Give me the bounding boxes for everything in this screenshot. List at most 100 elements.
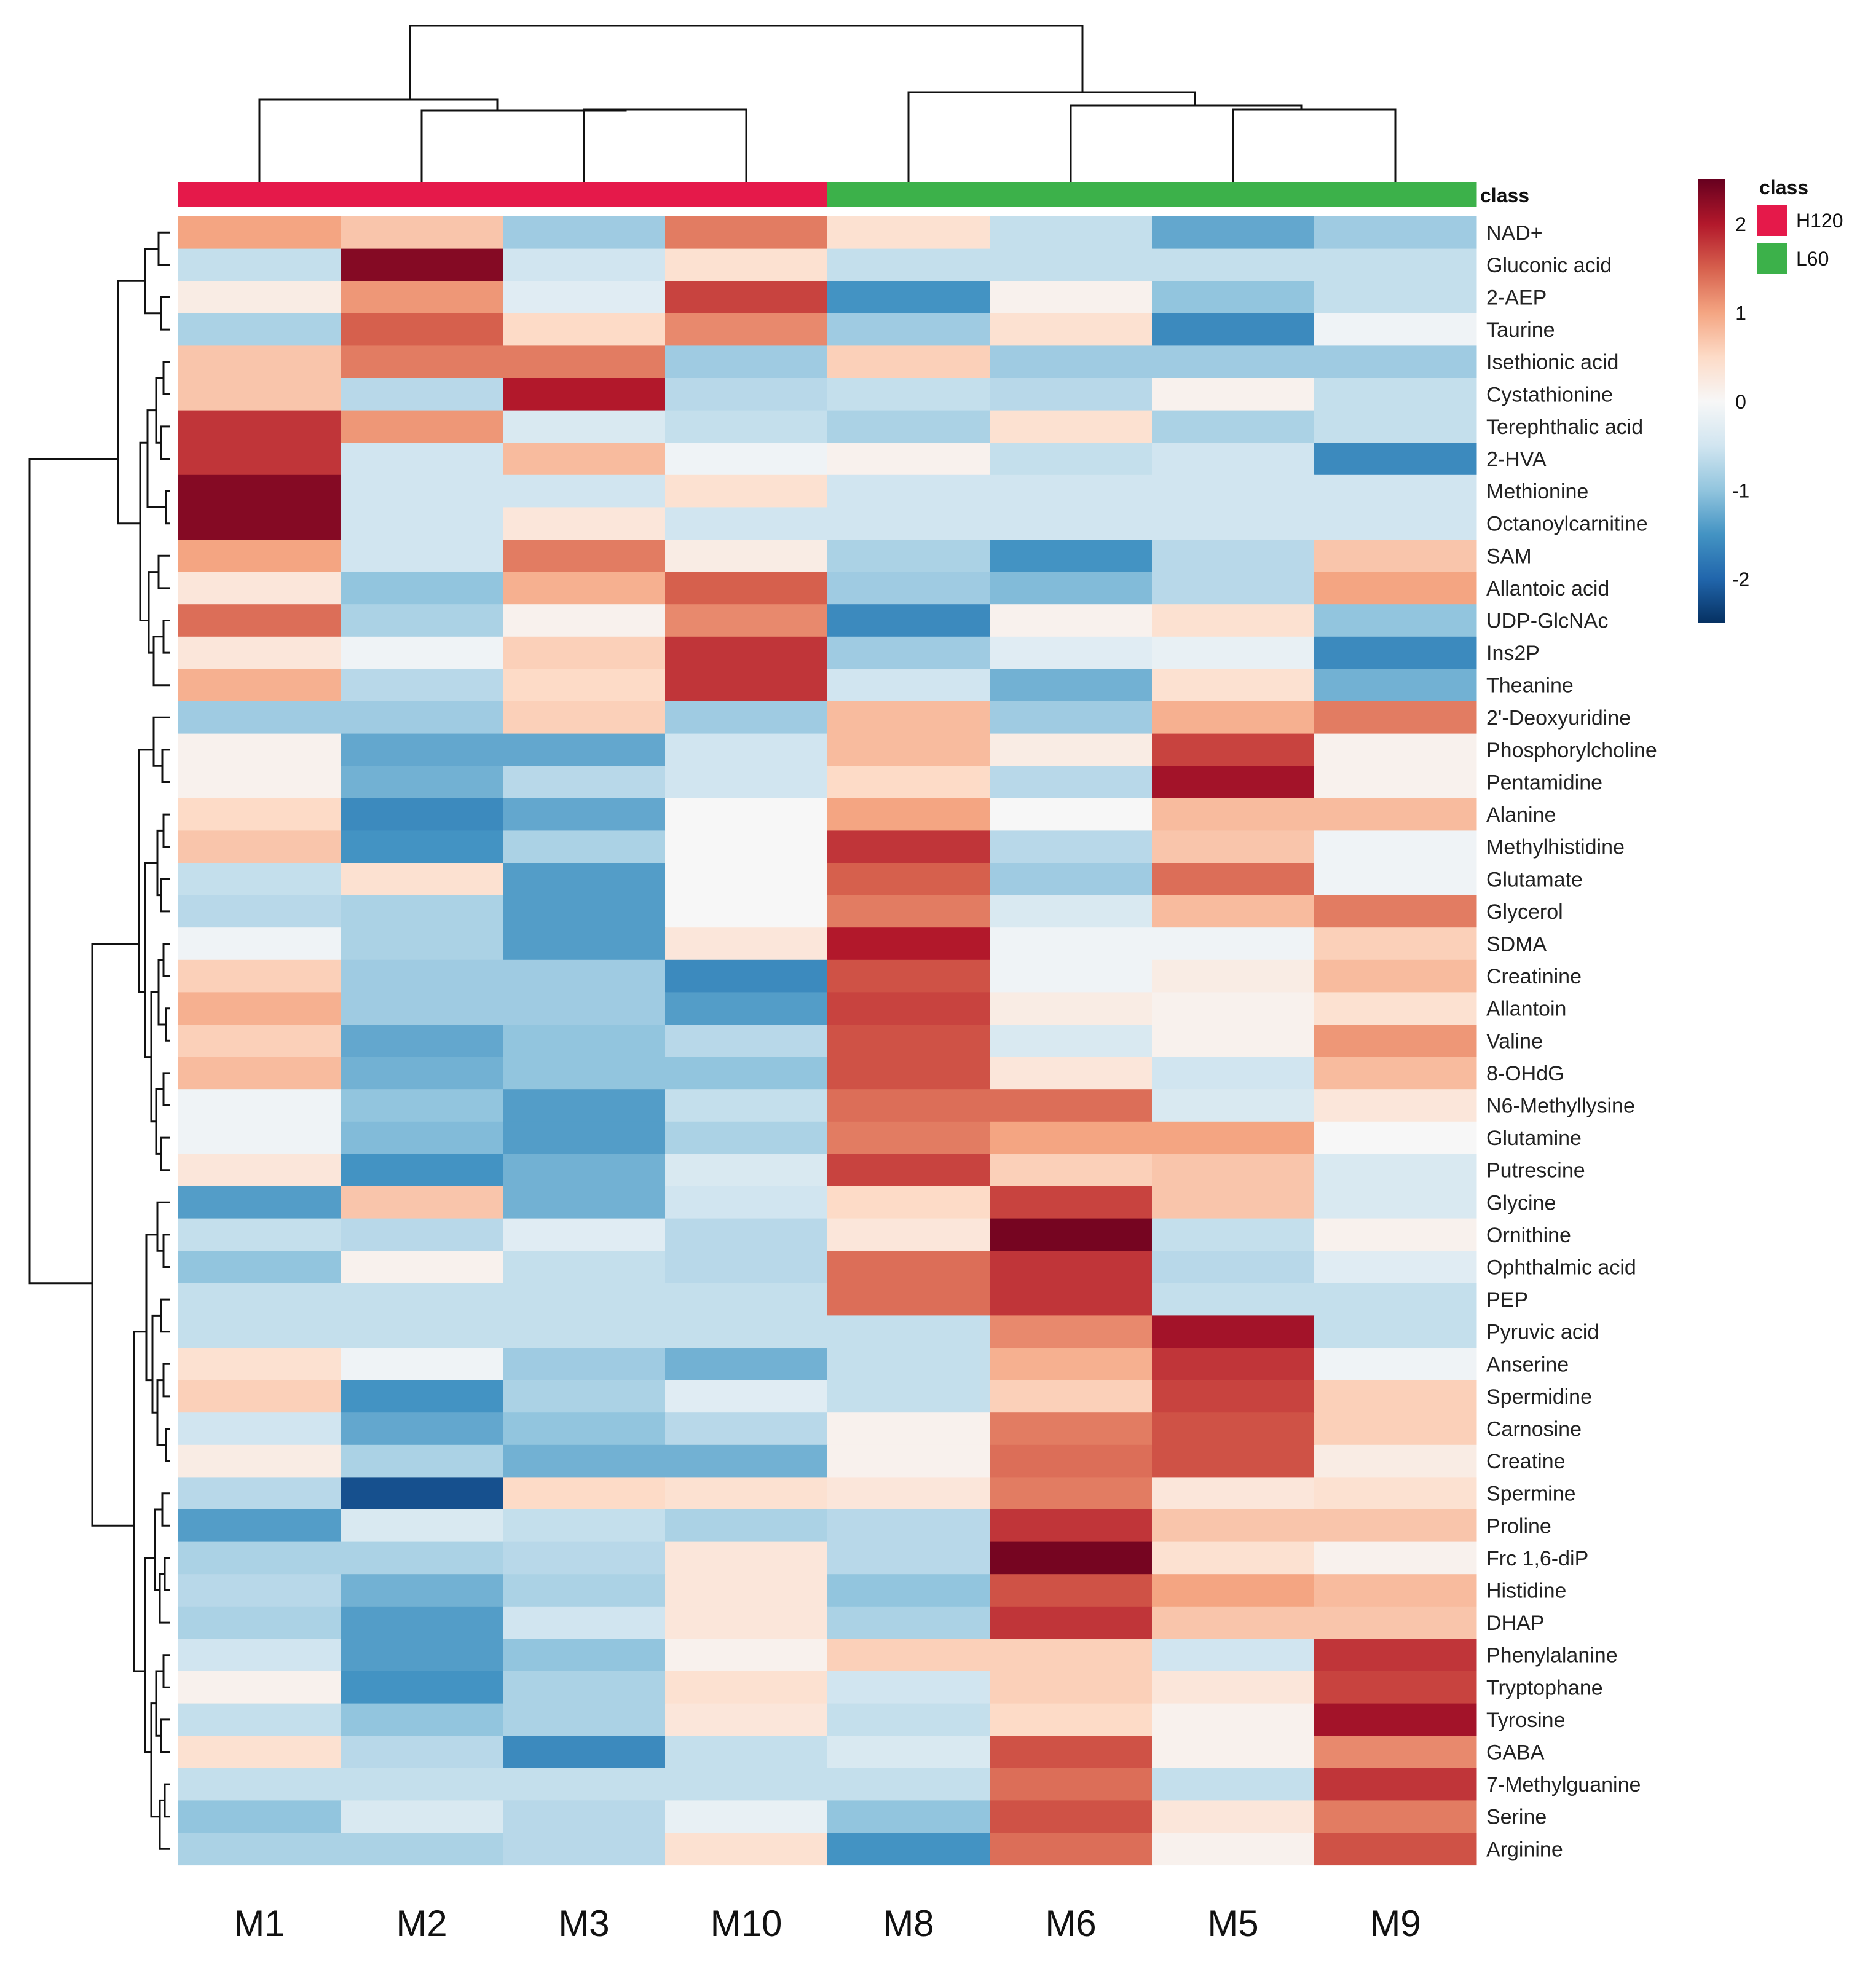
- heatmap-cell: [827, 766, 990, 799]
- class-bar-label: class: [1480, 184, 1529, 207]
- row-label: SDMA: [1486, 933, 1547, 956]
- class-bar-cell: [341, 182, 503, 207]
- heatmap-cell: [990, 798, 1153, 831]
- heatmap-cell: [1152, 927, 1315, 961]
- heatmap-cell: [990, 733, 1153, 766]
- heatmap-cell: [1314, 863, 1477, 896]
- row-label: Glutamine: [1486, 1127, 1582, 1150]
- heatmap-cell: [990, 1671, 1153, 1704]
- heatmap-cell: [665, 1800, 828, 1833]
- heatmap-cell: [1314, 572, 1477, 605]
- heatmap-cell: [1314, 959, 1477, 993]
- heatmap-cell: [341, 1574, 503, 1607]
- heatmap-cell: [1314, 1639, 1477, 1672]
- heatmap-cell: [1314, 1348, 1477, 1381]
- heatmap-cell: [665, 378, 828, 411]
- row-label: Ins2P: [1486, 642, 1540, 665]
- heatmap-cell: [665, 507, 828, 540]
- heatmap-cell: [178, 216, 341, 250]
- heatmap-cell: [827, 1154, 990, 1187]
- heatmap-cell: [503, 216, 666, 250]
- heatmap-cell: [341, 701, 503, 734]
- heatmap-cell: [827, 863, 990, 896]
- heatmap-cell: [341, 927, 503, 961]
- heatmap-cell: [1152, 1541, 1315, 1575]
- heatmap-cell: [1152, 1380, 1315, 1413]
- color-scale-tick: 0: [1735, 391, 1746, 413]
- row-dendrogram-link: [139, 441, 149, 621]
- heatmap-cell: [665, 1251, 828, 1284]
- heatmap-cell: [665, 927, 828, 961]
- heatmap-cell: [990, 1154, 1153, 1187]
- heatmap-cell: [665, 1186, 828, 1219]
- color-scale-tick: -1: [1732, 479, 1749, 502]
- heatmap-cell: [665, 1574, 828, 1607]
- heatmap-cell: [1314, 992, 1477, 1025]
- heatmap-cell: [1314, 1574, 1477, 1607]
- heatmap-cell: [827, 1703, 990, 1736]
- heatmap-cell: [665, 540, 828, 573]
- heatmap-cell: [1152, 507, 1315, 540]
- heatmap-cell: [990, 1703, 1153, 1736]
- heatmap-cell: [665, 766, 828, 799]
- heatmap-cell: [1152, 1089, 1315, 1122]
- heatmap-cell: [1314, 313, 1477, 346]
- heatmap-cell: [990, 1283, 1153, 1316]
- heatmap-cell: [503, 1606, 666, 1639]
- heatmap-cell: [503, 1380, 666, 1413]
- heatmap-cell: [665, 1315, 828, 1348]
- row-dendrogram-link: [151, 1314, 161, 1414]
- column-dendrogram-link: [1232, 108, 1397, 182]
- row-dendrogram-link: [133, 1331, 146, 1672]
- heatmap-cell: [503, 959, 666, 993]
- heatmap-cell: [665, 443, 828, 476]
- heatmap-cell: [665, 1768, 828, 1801]
- row-label: Proline: [1486, 1514, 1551, 1538]
- class-legend-swatch: [1757, 243, 1787, 274]
- heatmap-cell: [178, 604, 341, 637]
- heatmap-cell: [827, 1541, 990, 1575]
- heatmap-cell: [1314, 1800, 1477, 1833]
- heatmap-cell: [503, 1477, 666, 1510]
- color-scale-tick: 2: [1735, 213, 1746, 235]
- heatmap-cell: [827, 1833, 990, 1866]
- heatmap-cell: [341, 281, 503, 314]
- row-label: Taurine: [1486, 318, 1555, 342]
- heatmap-cell: [1152, 1606, 1315, 1639]
- heatmap-cell: [341, 1671, 503, 1704]
- heatmap-cell: [341, 1800, 503, 1833]
- heatmap-cell: [827, 540, 990, 573]
- heatmap-cell: [503, 1541, 666, 1575]
- heatmap-cell: [1152, 701, 1315, 734]
- heatmap-cell: [178, 1089, 341, 1122]
- heatmap-cell: [178, 959, 341, 993]
- heatmap-cell: [503, 1833, 666, 1866]
- heatmap-cell: [990, 1380, 1153, 1413]
- heatmap-cell: [665, 572, 828, 605]
- row-label: Terephthalic acid: [1486, 415, 1643, 439]
- heatmap-cell: [990, 1768, 1153, 1801]
- row-label: Spermine: [1486, 1482, 1576, 1506]
- heatmap-cell: [178, 1768, 341, 1801]
- heatmap-cell: [827, 1251, 990, 1284]
- heatmap-cell: [178, 540, 341, 573]
- heatmap-cell: [503, 410, 666, 443]
- heatmap-cell: [1314, 345, 1477, 379]
- row-label: Glutamate: [1486, 868, 1583, 891]
- heatmap-cell: [1152, 1218, 1315, 1251]
- heatmap-cell: [1314, 540, 1477, 573]
- column-label: M10: [711, 1903, 782, 1944]
- column-labels: M1 M2 M3 M10 M8 M6 M5 M9: [234, 1903, 1421, 1944]
- heatmap-cell: [665, 992, 828, 1025]
- heatmap-cell: [1152, 248, 1315, 281]
- heatmap-cell: [503, 1444, 666, 1478]
- heatmap-cell: [178, 1186, 341, 1219]
- heatmap-cell: [1314, 895, 1477, 928]
- row-label: DHAP: [1486, 1612, 1544, 1635]
- row-labels: NAD+ Gluconic acid 2-AEP Taurine Isethionic …: [1486, 221, 1657, 1861]
- heatmap-cell: [665, 733, 828, 766]
- heatmap-cell: [1152, 1800, 1315, 1833]
- heatmap-cell: [827, 895, 990, 928]
- heatmap-cell: [827, 1218, 990, 1251]
- heatmap-cell: [1152, 1444, 1315, 1478]
